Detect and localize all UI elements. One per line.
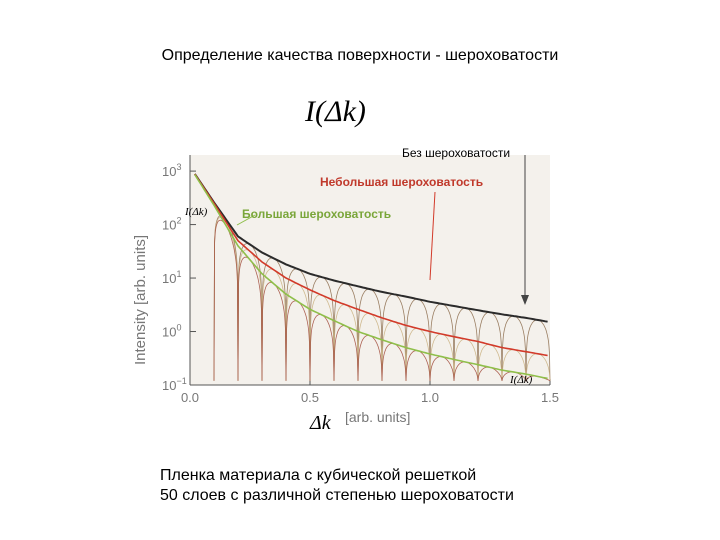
x-tick-label: 1.0: [421, 390, 439, 405]
annotation-small-roughness: Небольшая шероховатость: [320, 175, 484, 189]
y-tick-label: 100: [162, 323, 181, 340]
caption: Пленка материала с кубической решеткой 5…: [160, 466, 514, 506]
y-tick-label: 103: [162, 162, 181, 179]
annotation-no-roughness: Без шероховатости: [402, 146, 511, 160]
formula-label: I(Δk): [305, 95, 366, 128]
envelope-line-3: [194, 174, 548, 380]
annotation-large-roughness: Большая шероховатость: [242, 207, 392, 221]
x-tick-label: 0.0: [181, 390, 199, 405]
caption-line-1: Пленка материала с кубической решеткой: [160, 467, 477, 484]
envelope-line-2: [194, 173, 548, 357]
plot-area: [190, 155, 550, 385]
chart-svg: 10−1 100 101 102 103 0.0 0.5 1.0 1.5 Intensity [a…: [132, 155, 559, 434]
x-tick-label: 1.5: [541, 390, 559, 405]
intensity-chart: 10−1 100 101 102 103 0.0 0.5 1.0 1.5 Intensity [a…: [125, 140, 565, 445]
y-axis-label: Intensity [arb. units]: [132, 235, 149, 365]
y-tick-label: 101: [162, 269, 181, 286]
arrow-large-roughness: [236, 214, 256, 226]
y-tick-label: 10−1: [162, 376, 187, 393]
x-tick-label: 0.5: [301, 390, 319, 405]
arrowhead-no-roughness: [521, 295, 529, 305]
envelope-line-1: [193, 173, 548, 323]
inline-label-left: I(Δk): [184, 206, 208, 218]
x-axis-symbol: Δk: [309, 412, 332, 434]
y-tick-label: 102: [162, 216, 181, 233]
x-axis-units: [arb. units]: [345, 409, 410, 425]
caption-line-2: 50 слоев с различной степенью шероховато…: [160, 487, 514, 504]
arrow-small-roughness: [429, 191, 436, 281]
slide-title: Определение качества поверхности - шерох…: [161, 47, 559, 64]
inline-label-right: I(Δk): [509, 374, 533, 386]
